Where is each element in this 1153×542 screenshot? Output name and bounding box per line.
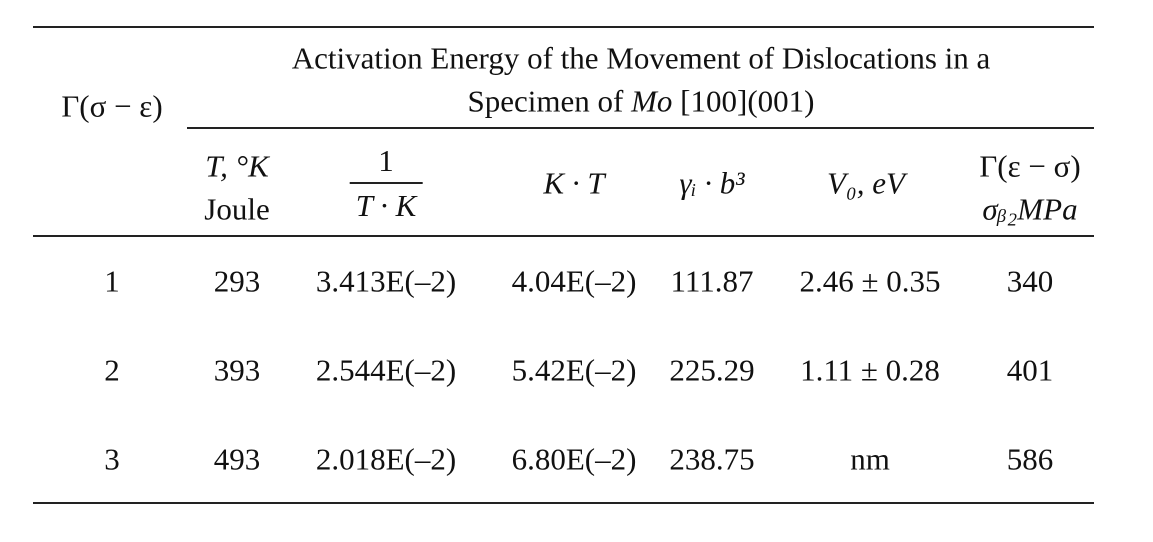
table-title: Activation Energy of the Movement of Dis… — [291, 40, 991, 76]
top-rule — [33, 26, 1094, 28]
table-cell: 2 — [104, 352, 120, 388]
table-cell: 4.04E(–2) — [511, 263, 637, 299]
column-header: K · T — [543, 165, 605, 201]
table-cell: 1 — [104, 263, 120, 299]
corner-header: Γ(σ − ε) — [61, 88, 163, 124]
column-header: 1 T · K — [349, 143, 423, 221]
table-cell: 2.46 ± 0.35 — [799, 263, 941, 299]
numerator: 1 — [378, 143, 394, 178]
title-italic: Mo — [631, 83, 673, 119]
column-header: γᵢ · b³ — [679, 165, 745, 201]
title-text: Specimen of — [467, 83, 624, 119]
table-cell: 238.75 — [669, 441, 755, 477]
column-header: σᵦ₂MPa — [982, 191, 1078, 227]
fraction: 1 T · K — [349, 143, 423, 221]
table-cell: 340 — [1006, 263, 1054, 299]
table-cell: 293 — [213, 263, 261, 299]
column-header: Γ(ε − σ) — [979, 148, 1081, 184]
table-cell: 2.544E(–2) — [315, 352, 457, 388]
title-text: [100](001) — [680, 83, 815, 119]
table-cell: 3.413E(–2) — [315, 263, 457, 299]
column-header: T, °K — [205, 148, 269, 184]
table-cell: 586 — [1006, 441, 1054, 477]
title-rule — [187, 127, 1094, 129]
table-cell: 6.80E(–2) — [511, 441, 637, 477]
table-cell: 401 — [1006, 352, 1054, 388]
table-cell: 111.87 — [670, 263, 754, 299]
column-header: V₀, eV — [827, 165, 905, 201]
table-cell: 1.11 ± 0.28 — [800, 352, 940, 388]
table-title: Specimen of Mo [100](001) — [468, 86, 815, 117]
table-cell: 393 — [213, 352, 261, 388]
table-cell: 225.29 — [669, 352, 755, 388]
table-cell: 3 — [104, 441, 120, 477]
table-cell: 493 — [213, 441, 261, 477]
table-cell: 5.42E(–2) — [511, 352, 637, 388]
header-rule — [33, 235, 1094, 237]
column-header: Joule — [204, 191, 270, 227]
bottom-rule — [33, 502, 1094, 504]
table-cell: nm — [850, 441, 890, 477]
table-cell: 2.018E(–2) — [315, 441, 457, 477]
denominator: T · K — [349, 182, 423, 221]
